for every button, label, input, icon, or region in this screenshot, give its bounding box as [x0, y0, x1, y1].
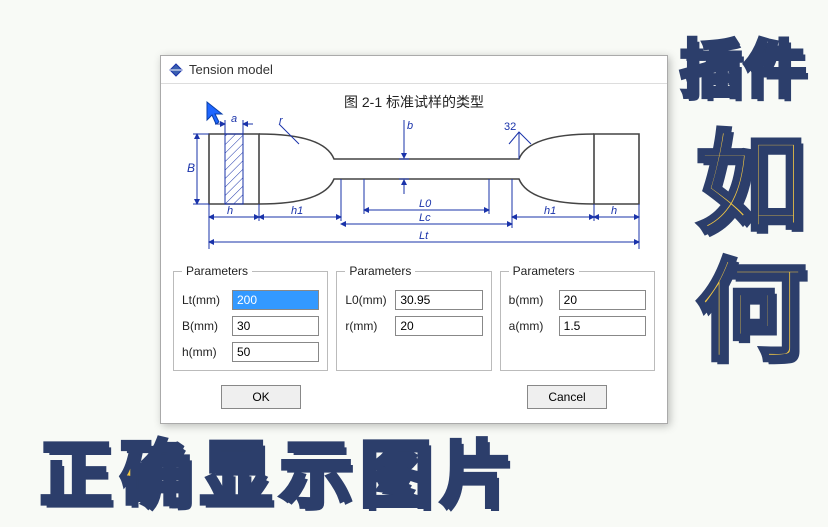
param-label: L0(mm) — [345, 293, 395, 307]
dim-h1-right: h1 — [544, 205, 556, 217]
cancel-button[interactable]: Cancel — [527, 385, 607, 409]
app-icon — [169, 63, 183, 77]
dim-b: b — [407, 120, 413, 132]
param-label: r(mm) — [345, 319, 395, 333]
specimen-diagram: a r b — [179, 114, 649, 254]
dim-Lt: Lt — [419, 230, 429, 242]
param-label: h(mm) — [182, 345, 232, 359]
dim-h-right: h — [611, 205, 617, 217]
diagram-title: 图 2-1 标准试样的类型 — [175, 92, 653, 112]
param-label: B(mm) — [182, 319, 232, 333]
dim-B: B — [187, 161, 195, 175]
tension-model-dialog: Tension model 图 2-1 标准试样的类型 — [160, 55, 668, 424]
overlay-text-he: 何 — [696, 258, 808, 368]
dim-Lc: Lc — [419, 212, 431, 224]
parameters-group-1: Parameters L0(mm) r(mm) — [336, 264, 491, 371]
dim-h1-left: h1 — [291, 205, 303, 217]
param-field: h(mm) — [182, 342, 319, 362]
param-input[interactable] — [232, 342, 319, 362]
dim-L0: L0 — [419, 198, 432, 210]
param-field: r(mm) — [345, 316, 482, 336]
param-input[interactable] — [559, 290, 646, 310]
dim-surf: 32 — [504, 121, 516, 133]
param-label: Lt(mm) — [182, 293, 232, 307]
param-input[interactable] — [559, 316, 646, 336]
ok-button[interactable]: OK — [221, 385, 301, 409]
param-input[interactable] — [395, 316, 482, 336]
parameters-row: Parameters Lt(mm) B(mm) h(mm) Parameters L0(m… — [161, 258, 667, 375]
dim-r: r — [279, 115, 284, 127]
dialog-titlebar[interactable]: Tension model — [161, 56, 667, 84]
param-field: a(mm) — [509, 316, 646, 336]
overlay-text-bottom: 正确显示图片 — [40, 440, 520, 512]
overlay-text-ru: 如 — [696, 130, 808, 240]
param-label: b(mm) — [509, 293, 559, 307]
parameters-legend: Parameters — [345, 264, 415, 278]
param-field: b(mm) — [509, 290, 646, 310]
parameters-group-2: Parameters b(mm) a(mm) — [500, 264, 655, 371]
dim-a: a — [231, 114, 237, 125]
param-label: a(mm) — [509, 319, 559, 333]
diagram-area: 图 2-1 标准试样的类型 — [161, 84, 667, 258]
param-input[interactable] — [232, 316, 319, 336]
dialog-button-row: OK Cancel — [161, 375, 667, 423]
param-field: B(mm) — [182, 316, 319, 336]
dialog-title: Tension model — [189, 62, 273, 77]
dim-h-left: h — [227, 205, 233, 217]
parameters-legend: Parameters — [182, 264, 252, 278]
param-input[interactable] — [232, 290, 319, 310]
overlay-text-plugin: 插件 — [680, 40, 808, 102]
parameters-legend: Parameters — [509, 264, 579, 278]
param-field: L0(mm) — [345, 290, 482, 310]
param-input[interactable] — [395, 290, 482, 310]
parameters-group-0: Parameters Lt(mm) B(mm) h(mm) — [173, 264, 328, 371]
param-field: Lt(mm) — [182, 290, 319, 310]
